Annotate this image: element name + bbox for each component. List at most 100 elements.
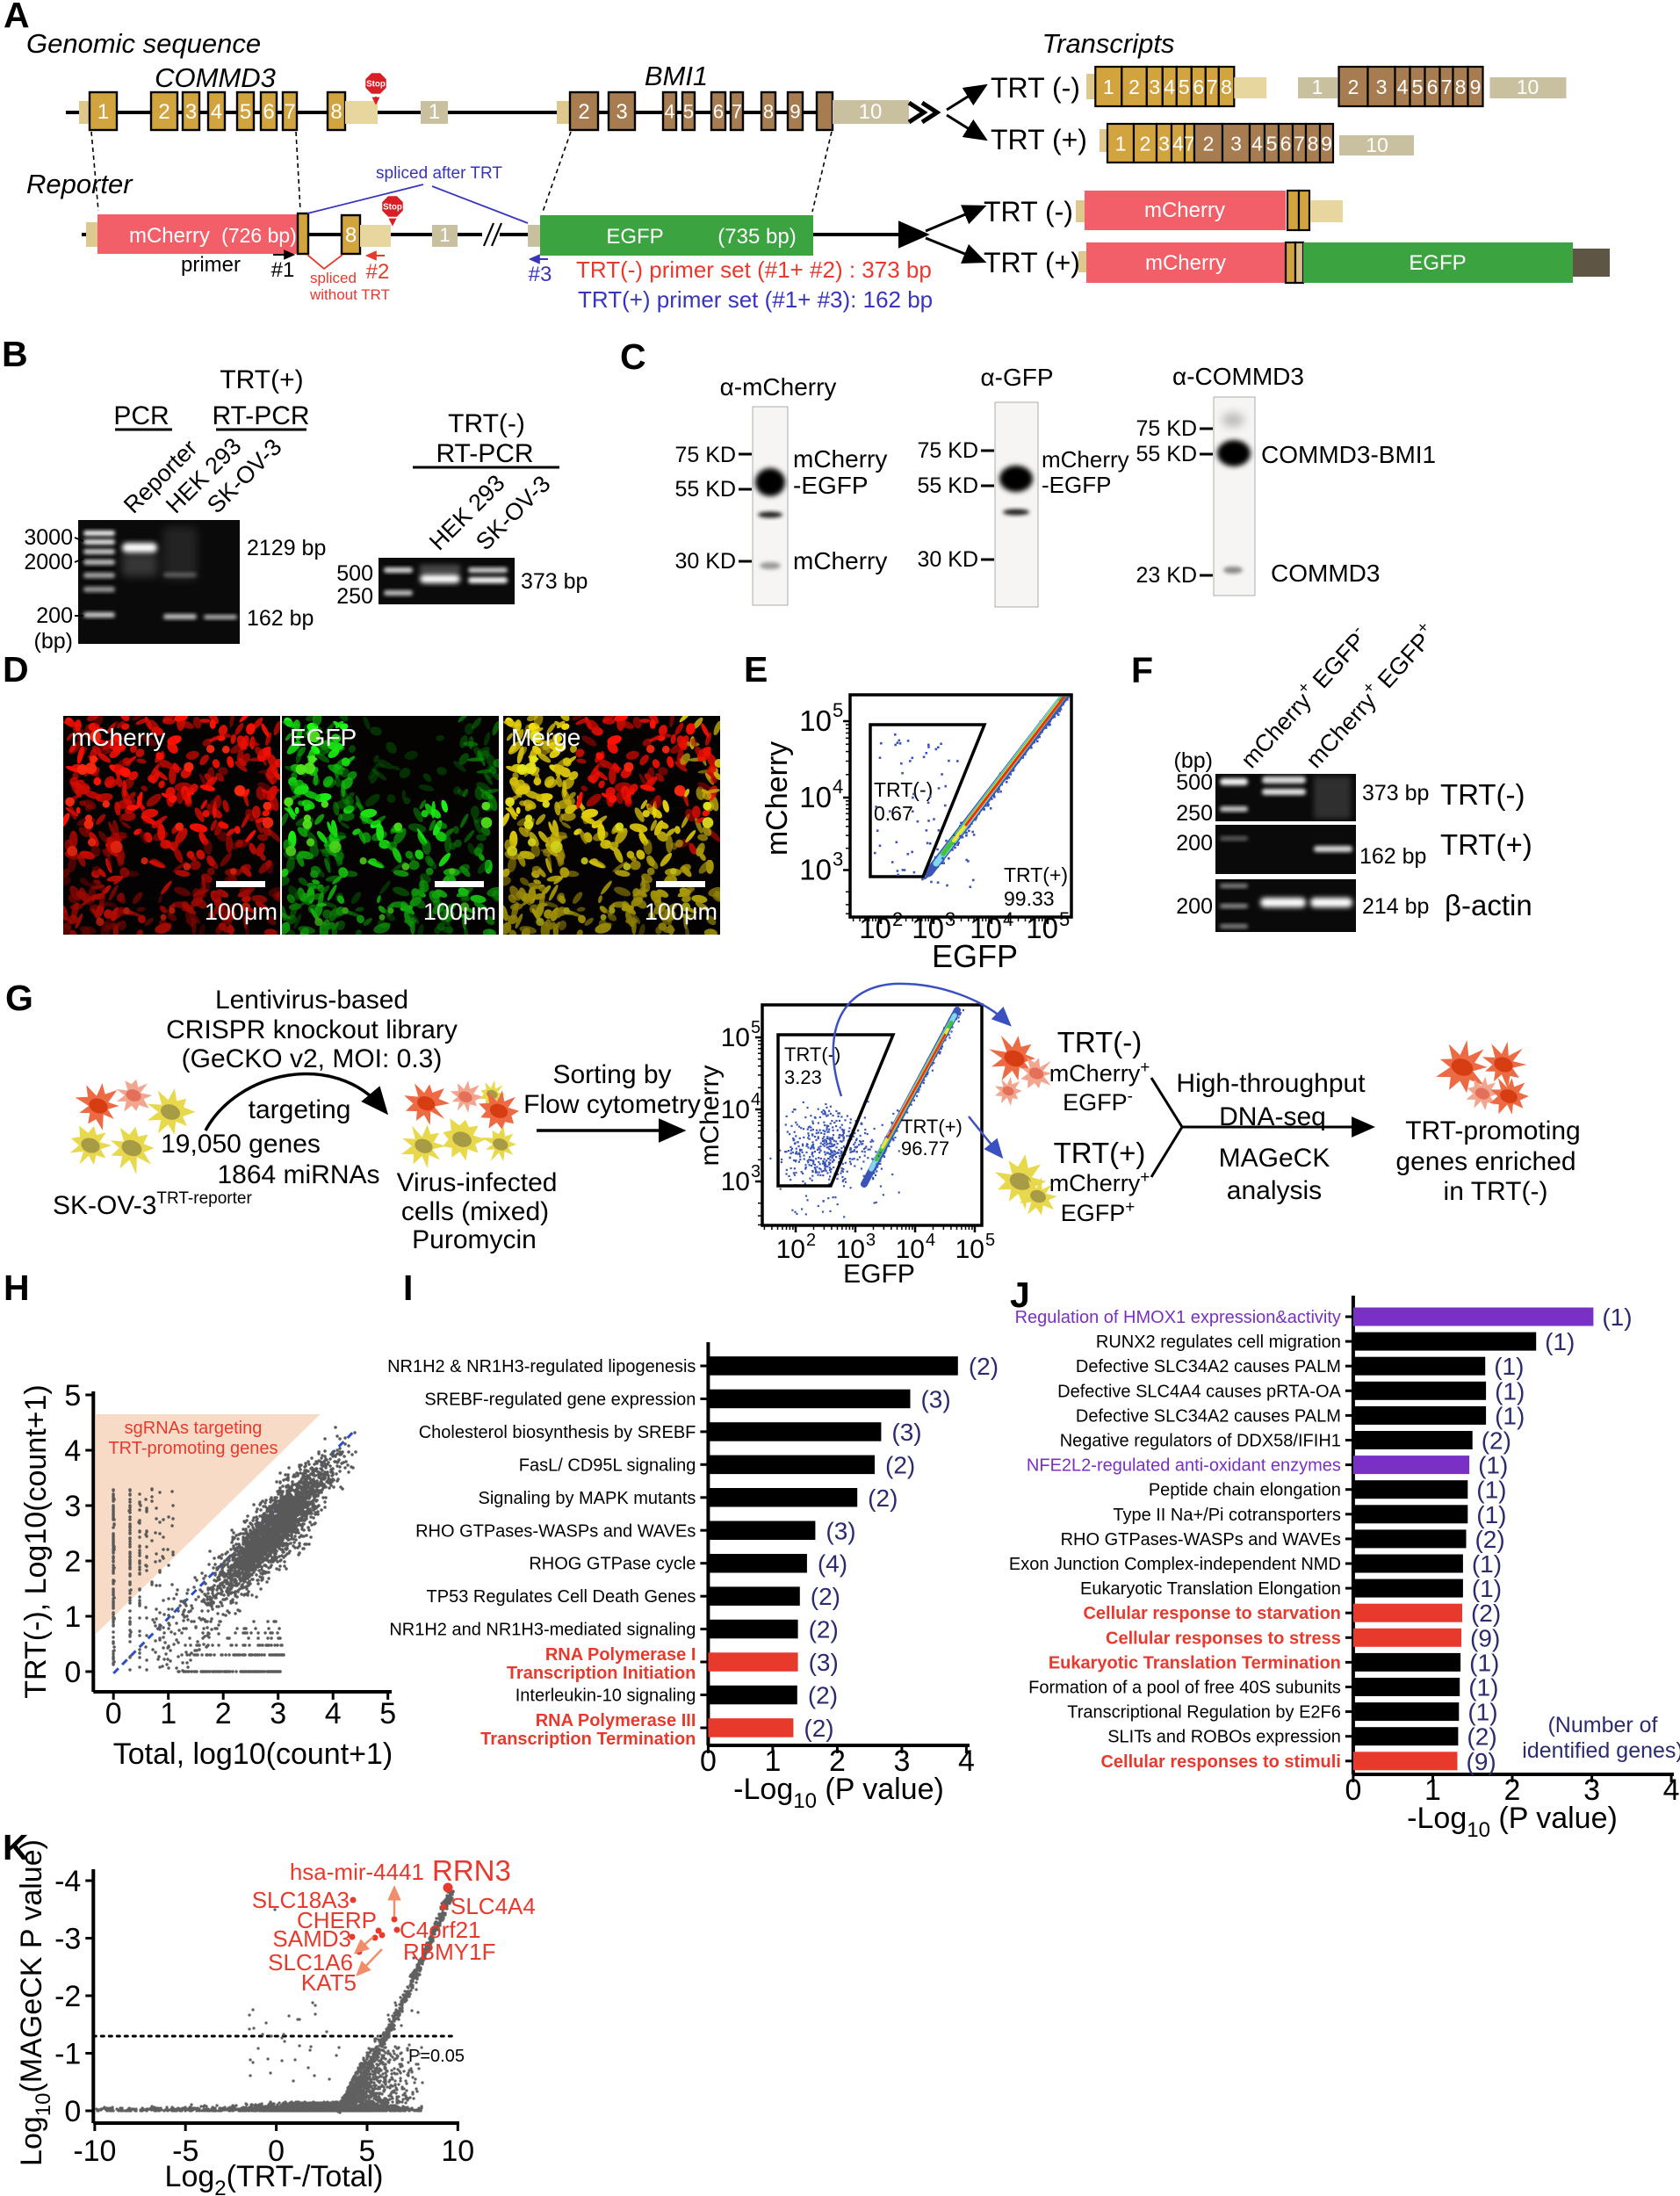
svg-text:4: 4 — [958, 1745, 975, 1778]
svg-text:(1): (1) — [1602, 1304, 1632, 1331]
svg-text:(2): (2) — [811, 1583, 840, 1610]
svg-text:(2): (2) — [1482, 1427, 1511, 1455]
svg-text:Cellular response to starvatio: Cellular response to starvation — [1083, 1604, 1340, 1623]
svg-text:EGFP: EGFP — [290, 724, 357, 751]
svg-text:Reporter: Reporter — [26, 169, 133, 199]
svg-text:2: 2 — [1140, 132, 1151, 155]
svg-text:(3): (3) — [826, 1517, 855, 1544]
svg-text:100μm: 100μm — [205, 899, 278, 925]
svg-text:75 KD: 75 KD — [918, 438, 978, 463]
svg-text:SLC18A3: SLC18A3 — [252, 1887, 350, 1913]
svg-text:1: 1 — [429, 100, 440, 124]
svg-text:4: 4 — [833, 776, 843, 798]
svg-text:10: 10 — [1026, 912, 1058, 944]
svg-text:(4): (4) — [818, 1550, 847, 1578]
svg-text:Defective SLC34A2 causes PALM: Defective SLC34A2 causes PALM — [1076, 1406, 1341, 1426]
svg-text:TRT(+) primer set (#1+ #3): 16: TRT(+) primer set (#1+ #3): 162 bp — [578, 286, 933, 313]
svg-text:200: 200 — [1176, 894, 1213, 919]
svg-text:1: 1 — [439, 224, 450, 246]
svg-text:α-COMMD3: α-COMMD3 — [1172, 363, 1304, 390]
svg-text:#2: #2 — [366, 260, 390, 284]
svg-text:mCherry: mCherry — [1145, 251, 1226, 275]
svg-text:4: 4 — [1172, 132, 1184, 155]
svg-text:TRT(+): TRT(+) — [901, 1116, 963, 1138]
svg-text:100μm: 100μm — [645, 899, 717, 925]
svg-text:6: 6 — [1193, 76, 1204, 98]
svg-text:EGFP: EGFP — [1409, 251, 1466, 275]
svg-text:2129 bp: 2129 bp — [247, 536, 326, 560]
svg-text:TRT(+): TRT(+) — [1004, 863, 1068, 886]
svg-text:3: 3 — [1230, 132, 1242, 155]
svg-text:TP53 Regulates Cell Death Gene: TP53 Regulates Cell Death Genes — [427, 1587, 696, 1607]
svg-text:mCherry: mCherry — [761, 741, 794, 856]
svg-text:(2): (2) — [969, 1353, 999, 1380]
svg-text:K: K — [3, 1827, 29, 1867]
svg-text:Virus-infected: Virus-infected — [397, 1168, 558, 1197]
svg-text:162 bp: 162 bp — [247, 606, 314, 631]
svg-text:RT-PCR: RT-PCR — [436, 439, 533, 468]
svg-text:EGFP: EGFP — [843, 1260, 915, 1289]
svg-text:30 KD: 30 KD — [918, 547, 978, 572]
svg-text:(2): (2) — [868, 1484, 898, 1512]
svg-text:TRT(-): TRT(-) — [1440, 778, 1525, 811]
svg-text:identified genes): identified genes) — [1522, 1738, 1680, 1763]
svg-text:5: 5 — [1266, 132, 1278, 155]
svg-text:mCherry: mCherry — [793, 445, 887, 473]
svg-text:5: 5 — [64, 1379, 81, 1412]
svg-text:TRT(+): TRT(+) — [1054, 1137, 1146, 1169]
svg-text:0: 0 — [1345, 1773, 1361, 1807]
svg-text:3000: 3000 — [24, 525, 73, 550]
svg-text:RRN3: RRN3 — [432, 1854, 511, 1887]
svg-text:Defective SLC34A2 causes PALM: Defective SLC34A2 causes PALM — [1076, 1357, 1341, 1376]
svg-text:Sorting by: Sorting by — [552, 1060, 671, 1089]
svg-text:10: 10 — [896, 1235, 925, 1264]
svg-text:Merge: Merge — [511, 724, 580, 751]
svg-text:mCherry: mCherry — [129, 224, 210, 248]
svg-text:(bp): (bp) — [34, 629, 73, 654]
svg-text:162 bp: 162 bp — [1359, 844, 1426, 869]
svg-text:1: 1 — [97, 100, 109, 124]
svg-text:mCherry: mCherry — [1042, 446, 1129, 473]
svg-text:RNA Polymerase I: RNA Polymerase I — [545, 1645, 696, 1665]
svg-text:J: J — [1010, 1275, 1030, 1315]
svg-text:SLITs and ROBOs expression: SLITs and ROBOs expression — [1107, 1728, 1341, 1747]
svg-text:(2): (2) — [1467, 1723, 1496, 1751]
svg-text:RHO GTPases-WASPs and WAVEs: RHO GTPases-WASPs and WAVEs — [1061, 1530, 1341, 1549]
svg-text:Transcription Termination: Transcription Termination — [480, 1730, 696, 1749]
svg-text:2: 2 — [1504, 1773, 1521, 1807]
svg-text:2: 2 — [158, 100, 169, 124]
svg-text:5: 5 — [833, 699, 843, 721]
svg-text:373 bp: 373 bp — [1362, 781, 1429, 805]
svg-text:D: D — [3, 649, 29, 690]
svg-text:-10: -10 — [73, 2135, 116, 2168]
svg-text:10: 10 — [776, 1235, 805, 1264]
svg-text:7: 7 — [284, 100, 295, 124]
svg-text:3: 3 — [616, 100, 627, 124]
svg-text:#1: #1 — [271, 258, 295, 282]
svg-text:(1): (1) — [1495, 1377, 1525, 1405]
svg-text:mCherry: mCherry — [1144, 199, 1225, 222]
svg-text:TRT-promoting genes: TRT-promoting genes — [108, 1439, 278, 1458]
svg-text:EGFP: EGFP — [606, 225, 663, 249]
svg-text:3: 3 — [64, 1490, 81, 1523]
svg-text:4: 4 — [1663, 1773, 1680, 1807]
svg-text:2: 2 — [892, 908, 903, 930]
svg-text:10: 10 — [799, 854, 832, 886]
svg-text:10: 10 — [799, 704, 832, 737]
svg-text:spliced: spliced — [310, 270, 357, 286]
svg-text:3: 3 — [1376, 76, 1388, 98]
svg-text:(2): (2) — [1471, 1600, 1501, 1627]
svg-text:Lentivirus-based: Lentivirus-based — [215, 986, 408, 1015]
svg-text:3: 3 — [1158, 132, 1170, 155]
svg-text:P=0.05: P=0.05 — [408, 2047, 465, 2066]
svg-text:primer: primer — [181, 253, 241, 277]
svg-text:250: 250 — [336, 584, 373, 609]
svg-text:RUNX2 regulates cell migration: RUNX2 regulates cell migration — [1096, 1333, 1341, 1352]
svg-text:5: 5 — [751, 1018, 761, 1037]
svg-text:(GeCKO v2, MOI: 0.3): (GeCKO v2, MOI: 0.3) — [182, 1044, 443, 1073]
svg-text:(2): (2) — [808, 1682, 838, 1709]
svg-text:6: 6 — [1280, 132, 1292, 155]
svg-text:8: 8 — [763, 100, 774, 122]
svg-text:-1: -1 — [54, 2038, 81, 2071]
svg-text:10: 10 — [836, 1235, 865, 1264]
